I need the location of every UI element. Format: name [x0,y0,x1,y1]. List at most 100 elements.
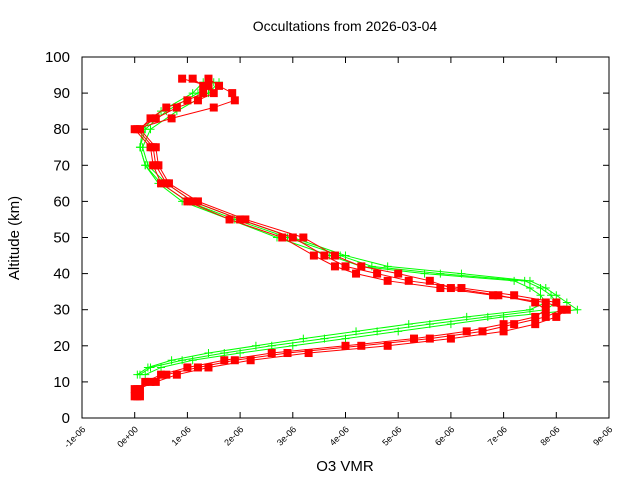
data-point [446,320,455,329]
data-point [510,276,519,285]
data-point [146,377,155,386]
data-point [146,114,155,123]
data-point [283,349,292,358]
x-tick-label: 8e-06 [538,424,561,447]
data-point [531,298,540,307]
data-point [236,215,245,224]
data-point [462,312,471,321]
data-point [183,363,192,372]
data-point [151,377,160,386]
data-point [446,284,455,293]
data-point [209,103,218,112]
data-point [462,327,471,336]
data-point [531,312,540,321]
data-point [436,284,445,293]
y-tick-label: 30 [53,302,70,319]
data-point [167,356,176,365]
profile-line [139,81,558,376]
data-point [341,251,350,260]
data-point [357,262,366,271]
x-tick-label: 9e-06 [591,424,614,447]
data-point [204,81,213,90]
data-point [531,320,540,329]
x-tick-label: 2e-06 [222,424,245,447]
data-point [188,74,197,83]
data-point [151,114,160,123]
y-tick-label: 80 [53,121,70,138]
data-point [183,197,192,206]
data-point [425,334,434,343]
data-point [573,305,582,314]
data-point [146,143,155,152]
data-point [299,334,308,343]
data-point [499,327,508,336]
x-tick-label: 0e+00 [115,424,140,449]
data-point [341,262,350,271]
x-tick-label: -1e-06 [62,424,87,449]
data-point [267,349,276,358]
data-point [510,291,519,300]
x-tick-label: 5e-06 [380,424,403,447]
data-point [330,262,339,271]
data-point [215,81,224,90]
data-point [541,312,550,321]
data-point [130,125,139,134]
data-point [141,370,150,379]
x-axis-label: O3 VMR [316,458,374,475]
data-point [157,370,166,379]
data-point [562,305,571,314]
data-point [278,233,287,242]
data-point [383,341,392,350]
data-point [299,233,308,242]
data-point [178,74,187,83]
data-point [320,251,329,260]
data-point [157,179,166,188]
x-tick-label: 4e-06 [328,424,351,447]
data-point [494,291,503,300]
data-point [183,96,192,105]
data-point [552,298,561,307]
data-point [220,356,229,365]
data-point [193,197,202,206]
data-point [304,349,313,358]
data-point [135,143,144,152]
data-point [199,81,208,90]
data-point [172,370,181,379]
data-point [357,341,366,350]
data-point [157,363,166,372]
data-point [557,305,566,314]
data-point [436,269,445,278]
y-tick-label: 70 [53,157,70,174]
data-point [367,262,376,271]
data-point [525,305,534,314]
data-point [204,363,213,372]
data-point [536,291,545,300]
data-point [341,341,350,350]
y-tick-label: 50 [53,230,70,247]
data-point [199,89,208,98]
y-tick-label: 40 [53,266,70,283]
data-point [457,284,466,293]
data-point [341,334,350,343]
data-point [236,349,245,358]
data-point [541,298,550,307]
data-point [394,269,403,278]
data-point [162,370,171,379]
profile-line [134,78,547,397]
data-point [525,284,534,293]
data-point [162,103,171,112]
data-point [193,363,202,372]
data-point [193,96,202,105]
data-point [133,370,142,379]
data-point [288,233,297,242]
data-point [230,96,239,105]
data-point [562,298,571,307]
plot-area [130,74,582,401]
data-point [135,125,144,134]
data-point [141,161,150,170]
data-point [167,114,176,123]
data-point [330,251,339,260]
data-point [188,197,197,206]
data-point [352,327,361,336]
data-point [541,305,550,314]
